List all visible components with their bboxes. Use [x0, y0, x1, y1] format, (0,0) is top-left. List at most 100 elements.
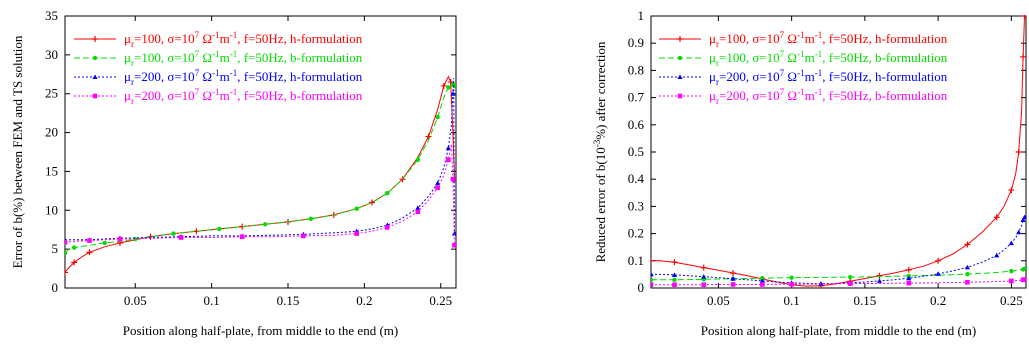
y-tick-label: 0: [638, 280, 645, 295]
data-point: [262, 222, 268, 227]
y-tick-label: 20: [45, 125, 58, 140]
legend-marker: [92, 74, 98, 79]
data-point: [672, 282, 677, 288]
y-tick-label: 0.2: [628, 226, 644, 241]
data-point: [65, 239, 68, 245]
legend-label: μr=100, σ=107 Ω-1m-1, f=50Hz, h-formulat…: [709, 30, 948, 49]
data-point: [651, 282, 654, 288]
y-tick-label: 0.5: [628, 144, 644, 159]
legend-marker: [677, 36, 683, 42]
legend-label: μr=100, σ=107 Ω-1m-1, f=50Hz, b-formulat…: [124, 49, 363, 68]
legend-entry: μr=200, σ=107 Ω-1m-1, f=50Hz, h-formulat…: [74, 68, 363, 87]
data-point: [965, 279, 970, 285]
data-point: [760, 276, 765, 281]
data-point: [818, 281, 824, 286]
legend-marker: [677, 74, 683, 79]
y-tick-label: 0.7: [628, 90, 645, 105]
legend-label: μr=200, σ=107 Ω-1m-1, f=50Hz, h-formulat…: [124, 68, 363, 87]
legend-entry: μr=200, σ=107 Ω-1m-1, f=50Hz, b-formulat…: [659, 87, 948, 106]
chart-1: 0.05 0.1 0.15 0.2 0.25 0 5 10 15 20 25 30 35 Position…: [10, 8, 457, 338]
data-point: [447, 79, 454, 86]
data-point: [1020, 53, 1026, 60]
legend-label: μr=200, σ=107 Ω-1m-1, f=50Hz, h-formulat…: [709, 68, 948, 87]
data-point: [847, 281, 853, 286]
data-point: [239, 234, 245, 240]
data-point: [171, 231, 176, 236]
data-point: [760, 282, 765, 287]
data-point: [71, 259, 78, 266]
series-2: [651, 266, 1026, 283]
data-point: [671, 259, 678, 266]
legend-marker: [677, 93, 683, 99]
data-point: [87, 238, 92, 243]
data-point: [71, 245, 77, 250]
data-point: [1021, 15, 1026, 19]
x-tick-label: 0.2: [930, 293, 946, 308]
data-point: [789, 275, 794, 280]
data-point: [450, 176, 456, 182]
data-point: [446, 157, 451, 163]
data-point: [651, 271, 654, 277]
x-tick-label: 0.05: [707, 293, 730, 308]
legend-marker: [677, 55, 683, 61]
data-point: [65, 269, 68, 276]
x-tick-label: 0.1: [204, 293, 220, 308]
data-point: [385, 190, 390, 196]
legend-marker: [92, 55, 98, 61]
y-tick-label: 0.8: [628, 62, 644, 77]
y-tick-label: 0: [52, 280, 59, 295]
series-1: [65, 75, 456, 276]
legend-entry: μr=100, σ=107 Ω-1m-1, f=50Hz, b-formulat…: [659, 49, 948, 68]
series-line: [65, 82, 455, 254]
chart-2: 0.05 0.1 0.15 0.2 0.25 0 0.1 0.2 0.3 0.4 0.5 0.6 0.7…: [592, 8, 1027, 338]
data-point: [425, 133, 432, 140]
data-point: [759, 278, 765, 283]
data-point: [906, 275, 912, 281]
data-point: [701, 282, 707, 288]
data-point: [308, 216, 314, 222]
data-point: [354, 231, 360, 236]
y-tick-label: 0.1: [628, 253, 644, 268]
data-point: [965, 271, 970, 277]
legend-label: μr=200, σ=107 Ω-1m-1, f=50Hz, b-formulat…: [124, 87, 363, 106]
data-point: [217, 226, 222, 232]
data-point: [415, 157, 421, 162]
data-point: [102, 240, 107, 246]
x-tick-label: 0.25: [429, 293, 452, 308]
data-point: [435, 185, 440, 191]
legend-label: μr=100, σ=107 Ω-1m-1, f=50Hz, h-formulat…: [124, 30, 363, 49]
series-line: [65, 144, 455, 246]
x-tick-label: 0.1: [784, 293, 800, 308]
data-point: [651, 257, 654, 264]
data-point: [1009, 278, 1014, 284]
data-point: [672, 277, 677, 283]
data-point: [730, 270, 737, 277]
data-point: [1008, 240, 1014, 246]
y-tick-label: 10: [45, 202, 58, 217]
y-tick-label: 0.4: [628, 171, 645, 186]
y-tick-label: 35: [45, 8, 58, 23]
data-point: [445, 145, 451, 151]
data-point: [435, 180, 441, 186]
y-tick-label: 1: [638, 8, 645, 23]
x-tick-label: 0.15: [853, 293, 876, 308]
y-tick-label: 25: [45, 86, 58, 101]
y-tick-label: 15: [45, 163, 58, 178]
data-point: [300, 233, 306, 239]
data-point: [994, 252, 1000, 258]
legend-entry: μr=100, σ=107 Ω-1m-1, f=50Hz, h-formulat…: [659, 30, 948, 49]
data-point: [651, 277, 654, 283]
data-point: [730, 282, 736, 287]
series-line: [651, 279, 1025, 286]
data-point: [368, 199, 375, 206]
y-tick-label: 0.3: [628, 198, 644, 213]
data-point: [964, 241, 971, 248]
series-line: [65, 75, 455, 273]
data-point: [384, 225, 390, 230]
data-point: [65, 250, 68, 256]
data-point: [178, 235, 184, 240]
data-point: [876, 272, 883, 279]
data-point: [446, 85, 451, 90]
series-4: [651, 277, 1026, 288]
